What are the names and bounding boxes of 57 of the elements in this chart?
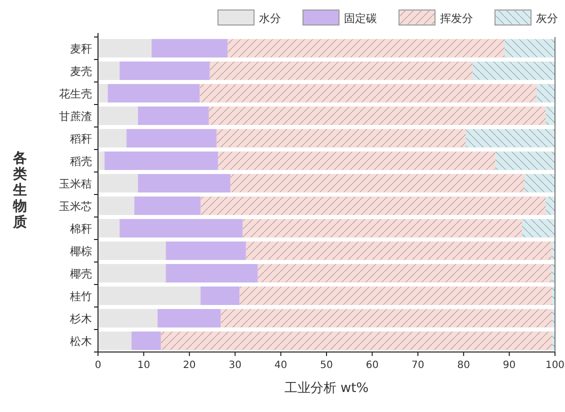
- bar: [200, 286, 240, 305]
- y-tick-label: 麦壳: [70, 64, 92, 78]
- x-tick-label: 20: [183, 360, 196, 371]
- x-tick-label: 40: [274, 360, 288, 371]
- y-tick-label: 杉木: [69, 312, 92, 326]
- y-tick-label: 甘蔗渣: [59, 110, 92, 123]
- y-tick-label: 麦秆: [70, 42, 92, 56]
- bar: [132, 332, 162, 350]
- x-tick-label: 60: [366, 360, 379, 371]
- y-tick-label: 椰棕: [70, 244, 92, 258]
- legend-label: 灰分: [536, 12, 558, 25]
- x-tick-label: 10: [137, 360, 150, 371]
- series-label: 挥发分: [440, 12, 473, 25]
- bar: [98, 106, 138, 125]
- bar: [152, 39, 228, 58]
- bar: [138, 174, 231, 192]
- x-tick-label: 70: [412, 360, 424, 371]
- bar: [98, 332, 132, 350]
- bar: [134, 196, 202, 215]
- x-tick-label: 50: [320, 360, 333, 371]
- y-tick-label: 玉米芯: [59, 200, 92, 213]
- bar: [120, 219, 244, 238]
- bar: [126, 129, 218, 148]
- legend-label: 固定碳: [344, 12, 377, 25]
- y-tick-label: 松木: [70, 334, 92, 348]
- bar: [98, 129, 128, 148]
- bar: [104, 152, 218, 170]
- x-tick-label: 0: [94, 360, 102, 371]
- bar: [158, 309, 222, 328]
- bar: [98, 309, 158, 328]
- bar: [166, 264, 258, 282]
- y-tick-label: 椰壳: [70, 267, 92, 280]
- y-axis-title: 各类生物质: [12, 150, 27, 230]
- x-tick-label: 90: [502, 360, 516, 371]
- y-tick-label: 稻秆: [70, 132, 92, 146]
- bar: [108, 84, 200, 102]
- x-axis-title: 工业分析 wt%: [284, 381, 369, 396]
- bar: [98, 62, 120, 80]
- y-tick-label: 玉米秸: [59, 177, 92, 190]
- x-tick-label: 80: [457, 360, 470, 371]
- bar: [98, 196, 135, 215]
- bar: [98, 264, 166, 282]
- bar: [98, 219, 120, 238]
- bar: [138, 106, 210, 125]
- bar: [98, 39, 152, 58]
- y-tick-label: 桂竹: [69, 290, 92, 303]
- bar: [98, 242, 166, 260]
- bar: [98, 286, 202, 305]
- x-tick-label: 100: [545, 360, 565, 371]
- y-tick-label: 棉秆: [70, 222, 92, 236]
- bar: [120, 62, 210, 80]
- y-tick-label: 稻壳: [70, 154, 92, 168]
- bar: [166, 242, 246, 260]
- legend-label: 水分: [259, 12, 281, 25]
- bar: [98, 174, 138, 192]
- x-tick-label: 30: [228, 360, 242, 371]
- y-tick-label: 花生壳: [59, 87, 92, 100]
